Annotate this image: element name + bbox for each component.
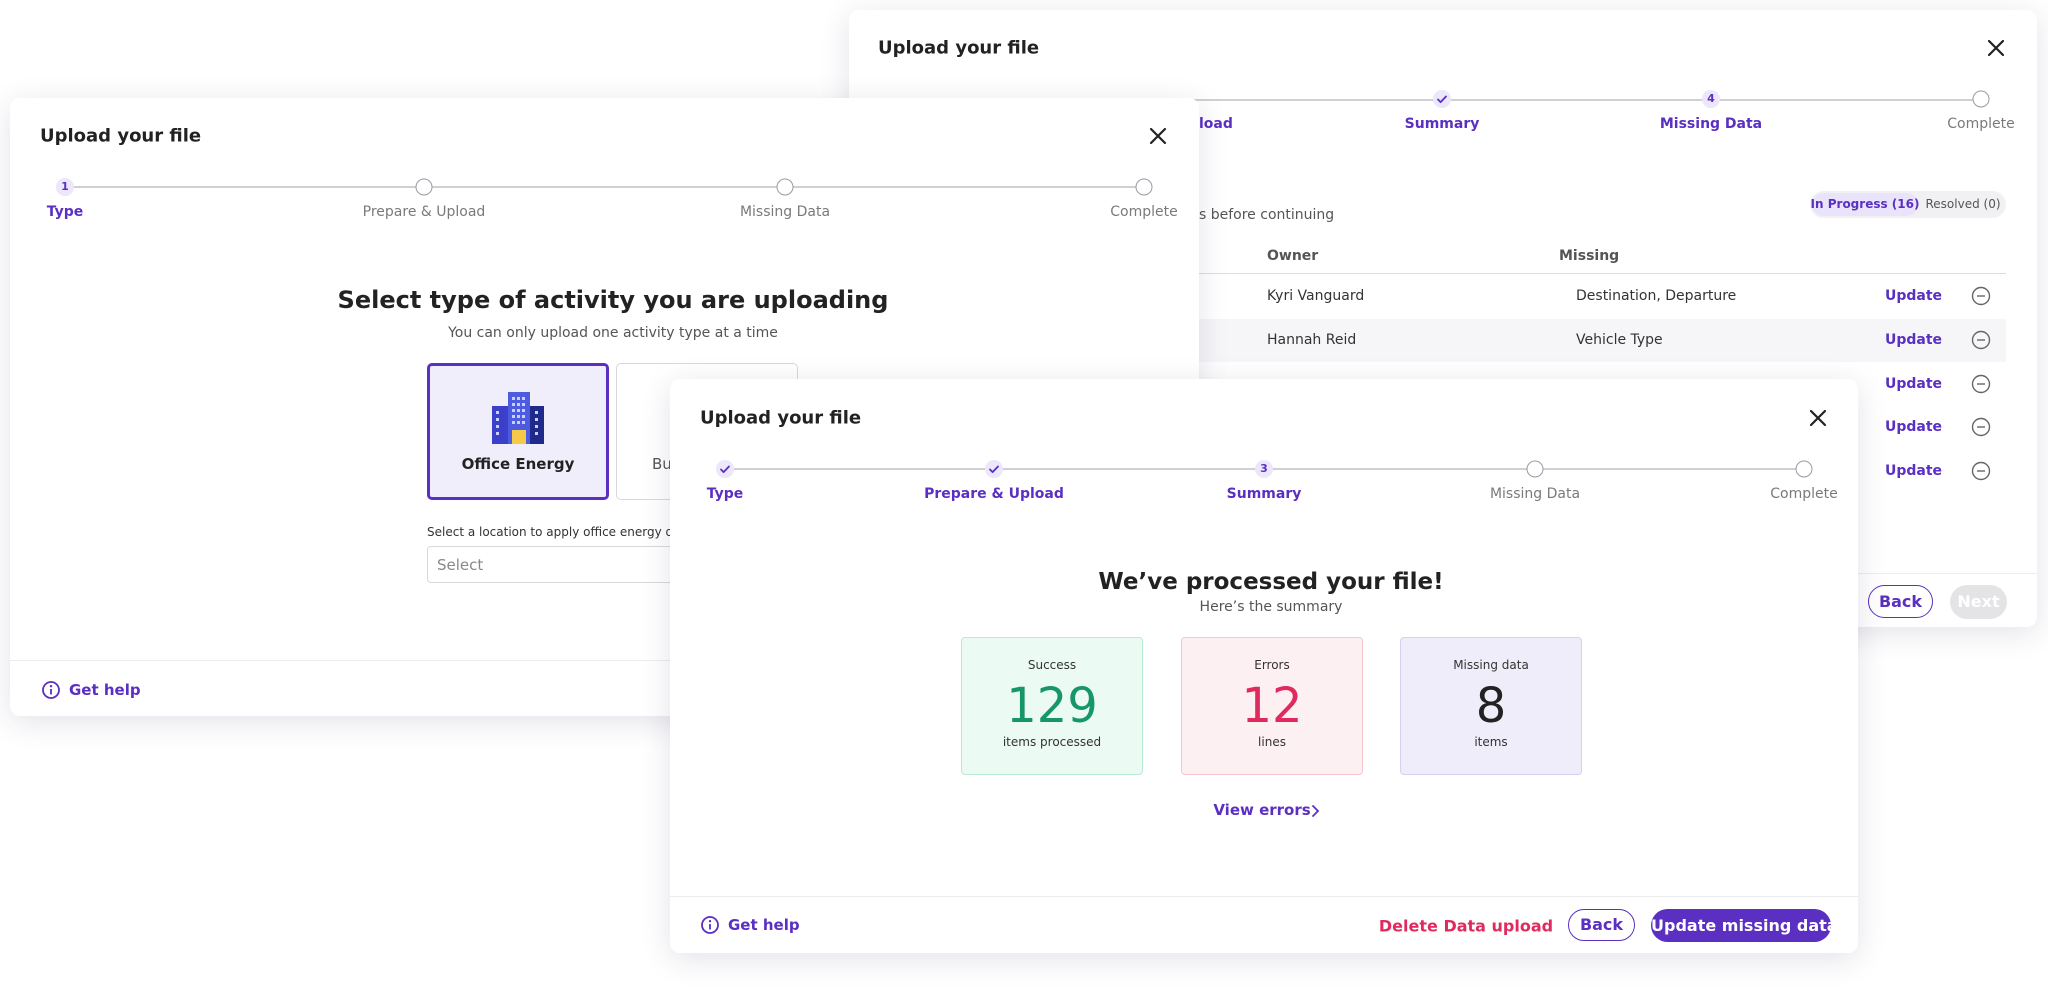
close-button[interactable] (1148, 126, 1168, 146)
subheading: Here’s the summary (1199, 599, 1343, 615)
remove-button[interactable] (1971, 461, 1991, 481)
step-todo (1795, 460, 1813, 478)
cell-missing: Destination, Departure (1576, 288, 1737, 304)
tab[interactable]: Resolved (0) (1925, 197, 2001, 211)
subheading: You can only upload one activity type at… (448, 325, 778, 341)
remove-button[interactable] (1971, 417, 1991, 437)
stat-unit: items processed (1002, 735, 1102, 749)
table-header: Owner (1267, 248, 1319, 264)
step-done (1433, 90, 1451, 108)
step-label: Missing Data (739, 204, 831, 220)
update-link[interactable]: Update (1885, 419, 1943, 435)
update-link[interactable]: Update (1885, 288, 1943, 304)
front-dialog: Upload your file Type Prepare & Upload 3 Sum… (670, 379, 1858, 953)
step-done (985, 460, 1003, 478)
cell-owner: Kyri Vanguard (1267, 288, 1365, 304)
close-button[interactable] (1808, 408, 1828, 428)
step-todo (1135, 178, 1153, 196)
stat-label: Missing data (1453, 658, 1529, 672)
note: s before continuing (1199, 207, 1335, 223)
tab-active (1812, 193, 1918, 216)
step-todo (776, 178, 794, 196)
dialog-title: Upload your file (878, 37, 1040, 59)
info-icon (41, 680, 61, 700)
dialog-title: Upload your file (40, 125, 202, 147)
table-header: Missing (1559, 248, 1620, 264)
step-label: Missing Data (1489, 486, 1581, 502)
stat-value: 8 (1475, 678, 1507, 734)
update-link[interactable]: Update (1885, 376, 1943, 392)
help-link[interactable]: Get help (728, 916, 800, 934)
building-icon (490, 390, 546, 444)
dialog-title: Upload your file (700, 407, 862, 429)
left-dialog: Upload your file 1 Type Prepare & Upload Mis… (10, 98, 1199, 716)
option-label: Office Energy (461, 455, 575, 473)
remove-button[interactable] (1971, 330, 1991, 350)
option-label: Bu (652, 455, 672, 473)
row-highlight (1199, 319, 2006, 362)
remove-button[interactable] (1971, 286, 1991, 306)
step-label: Summary (1226, 486, 1302, 502)
info-icon (700, 915, 720, 935)
step-label: load (1199, 116, 1233, 132)
remove-button[interactable] (1971, 374, 1991, 394)
stat-value: 129 (1006, 678, 1098, 734)
step-current: 1 (56, 178, 74, 196)
step-todo (1972, 90, 1990, 108)
delete-button[interactable]: Delete Data upload (1378, 916, 1554, 936)
step-label: Prepare & Upload (924, 486, 1064, 502)
back-button[interactable]: Back (1568, 909, 1635, 941)
step-todo (415, 178, 433, 196)
footer-divider (10, 660, 1199, 661)
next-button[interactable]: Next (1950, 585, 2007, 619)
field-label: Select a location to apply office energy… (427, 525, 693, 539)
step-line (65, 186, 1144, 188)
update-link[interactable]: Update (1885, 463, 1943, 479)
heading: Select type of activity you are uploadin… (337, 286, 889, 314)
step-label: Complete (1110, 204, 1178, 220)
primary-button[interactable]: Update missing data (1651, 909, 1838, 942)
success-card (961, 637, 1143, 775)
step-label: Complete (1770, 486, 1838, 502)
select-placeholder: Select (437, 556, 484, 574)
stat-label: Errors (1254, 658, 1290, 672)
tab[interactable]: In Progress (16) (1810, 197, 1920, 211)
step-current: 4 (1702, 90, 1720, 108)
cell-owner: Hannah Reid (1267, 332, 1357, 348)
close-button[interactable] (1986, 38, 2006, 58)
cell-missing: Vehicle Type (1576, 332, 1663, 348)
stat-label: Success (1027, 658, 1077, 672)
errors-card (1181, 637, 1363, 775)
step-label: Prepare & Upload (362, 204, 486, 220)
step-label: Type (706, 486, 744, 502)
step-label: Summary (1404, 116, 1480, 132)
step-todo (1526, 460, 1544, 478)
update-link[interactable]: Update (1885, 332, 1943, 348)
missing-card (1400, 637, 1582, 775)
stat-unit: items (1474, 735, 1508, 749)
help-link[interactable]: Get help (69, 681, 141, 699)
stat-unit: lines (1258, 735, 1286, 749)
back-button[interactable]: Back (1868, 585, 1933, 618)
step-label: Type (46, 204, 84, 220)
footer-divider (670, 896, 1858, 897)
step-line (1150, 99, 1981, 101)
heading: We’ve processed your file! (1098, 569, 1444, 595)
chevron (1310, 803, 1320, 817)
header-divider (1199, 273, 2006, 274)
step-done (716, 460, 734, 478)
stat-value: 12 (1241, 678, 1303, 734)
step-current: 3 (1255, 460, 1273, 478)
step-label: Missing Data (1659, 116, 1763, 132)
view-errors-link[interactable]: View errors (1213, 801, 1311, 819)
step-label: Complete (1947, 116, 2015, 132)
